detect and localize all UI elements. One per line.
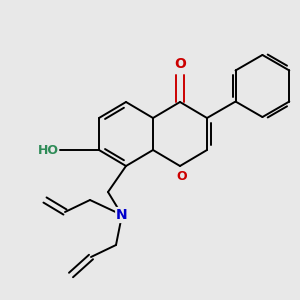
Text: O: O xyxy=(176,170,187,184)
Text: N: N xyxy=(116,208,128,222)
Text: HO: HO xyxy=(38,143,58,157)
Text: O: O xyxy=(174,56,186,70)
